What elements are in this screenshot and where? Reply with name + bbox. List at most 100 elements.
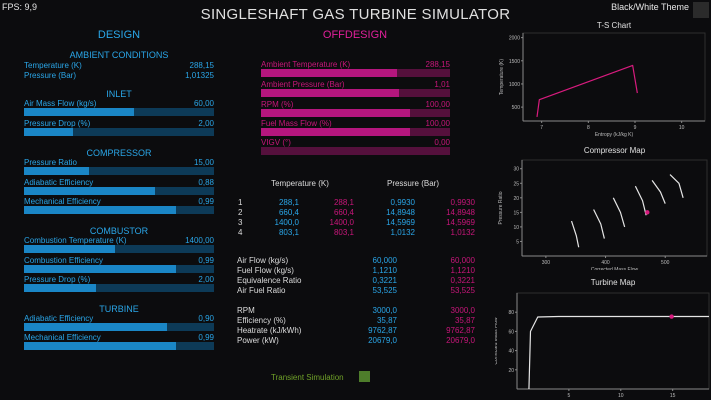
state-temperature-design: 1400,0 (274, 218, 299, 227)
compressor-mechanical-efficiency-label: Mechanical Efficiency (24, 197, 101, 206)
state-index: 1 (238, 198, 243, 207)
efficiency-label: Efficiency (%) (237, 316, 286, 325)
operating-point (645, 210, 650, 215)
series-line (570, 220, 580, 248)
state-pressure-design: 1,0132 (390, 228, 415, 237)
fuel-flow-design: 1,1210 (372, 266, 397, 275)
compressor-map-chart: Compressor Map 300 400 500 5 10 15 20 25 30 Correc… (498, 146, 708, 270)
series-line (612, 197, 626, 228)
x-tick-label: 10 (618, 393, 624, 399)
state-pressure-offdesign: 0,9930 (450, 198, 475, 207)
compressor-mechanical-efficiency-slider[interactable] (24, 206, 214, 214)
compressor-mechanical-efficiency-value: 0,99 (198, 197, 214, 206)
series-line (536, 64, 638, 118)
y-tick-label: 1500 (509, 59, 520, 65)
offdesign-ambient-pressure-slider[interactable] (261, 89, 450, 97)
efficiency-offdesign: 35,87 (454, 316, 475, 325)
y-axis-label: Pressure Ratio (498, 191, 504, 224)
offdesign-rpm-label: RPM (%) (261, 100, 294, 109)
state-pressure-design: 14,5969 (386, 218, 415, 227)
inlet-mass-flow-slider[interactable] (24, 108, 214, 116)
series-line (593, 209, 605, 239)
offdesign-vigv-value: 0,00 (434, 138, 450, 147)
y-tick-label: 20 (508, 368, 514, 374)
rpm-offdesign: 3000,0 (450, 306, 475, 315)
pressure-ratio-value: 15,00 (193, 158, 214, 167)
chart-title: T-S Chart (597, 21, 632, 30)
series-line (528, 315, 709, 390)
state-temperature-design: 288,1 (278, 198, 299, 207)
compressor-adiabatic-efficiency-label: Adiabatic Efficiency (24, 178, 94, 187)
turbine-section-title: TURBINE (99, 304, 139, 314)
y-tick-label: 1000 (509, 82, 520, 88)
theme-toggle-label: Black/White Theme (611, 2, 689, 12)
pressure-ratio-label: Pressure Ratio (24, 158, 77, 167)
equivalence-ratio-design: 0,3221 (372, 276, 397, 285)
compressor-adiabatic-efficiency-slider[interactable] (24, 187, 214, 195)
turbine-mechanical-efficiency-label: Mechanical Efficiency (24, 333, 101, 342)
offdesign-vigv-slider[interactable] (261, 147, 450, 155)
offdesign-rpm-slider[interactable] (261, 109, 450, 117)
power-label: Power (kW) (237, 336, 279, 345)
y-tick-label: 15 (513, 210, 519, 216)
y-tick-label: 2000 (509, 36, 520, 42)
plot-frame (521, 159, 708, 257)
pressure-ratio-slider[interactable] (24, 167, 214, 175)
inlet-section-title: INLET (106, 89, 132, 99)
transient-simulation-checkbox[interactable] (359, 371, 370, 382)
combustion-efficiency-value: 0,99 (198, 256, 214, 265)
offdesign-fuel-mass-flow-slider[interactable] (261, 128, 450, 136)
offdesign-ambient-temperature-value: 288,15 (425, 60, 450, 69)
state-index: 4 (238, 228, 243, 237)
turbine-adiabatic-efficiency-slider[interactable] (24, 323, 214, 331)
offdesign-fuel-mass-flow-value: 100,00 (425, 119, 450, 128)
inlet-mass-flow-label: Air Mass Flow (kg/s) (24, 99, 97, 108)
y-tick-label: 5 (516, 239, 519, 245)
x-tick-label: 300 (542, 260, 551, 266)
state-index: 2 (238, 208, 243, 217)
air-fuel-ratio-design: 53,525 (372, 286, 397, 295)
turbine-map-chart: Turbine Map5101520406080Pressure RatioCo… (495, 278, 710, 399)
offdesign-rpm-value: 100,00 (425, 100, 450, 109)
turbine-adiabatic-efficiency-value: 0,90 (198, 314, 214, 323)
inlet-pressure-drop-value: 2,00 (198, 119, 214, 128)
ambient-temperature-value: 288,15 (189, 61, 214, 70)
series-line (669, 174, 684, 198)
x-tick-label: 400 (601, 260, 610, 266)
y-tick-label: 80 (508, 310, 514, 316)
theme-toggle-checkbox[interactable] (693, 2, 709, 18)
combustion-temperature-label: Combustion Temperature (K) (24, 236, 127, 245)
turbine-adiabatic-efficiency-label: Adiabatic Efficiency (24, 314, 94, 323)
heatrate-design: 9762,87 (368, 326, 397, 335)
offdesign-ambient-temperature-slider[interactable] (261, 69, 450, 77)
fps-counter: FPS: 9,9 (2, 2, 38, 12)
state-temperature-design: 660,4 (278, 208, 299, 217)
ambient-pressure-label: Pressure (Bar) (24, 71, 77, 80)
fuel-flow-offdesign: 1,1210 (450, 266, 475, 275)
chart-title: Turbine Map (591, 278, 636, 287)
equivalence-ratio-label: Equivalence Ratio (237, 276, 302, 285)
y-tick-label: 60 (508, 329, 514, 335)
x-tick-label: 15 (670, 393, 676, 399)
transient-simulation-label: Transient Simulation (271, 373, 344, 382)
air-flow-design: 60,000 (372, 256, 397, 265)
x-tick-label: 8 (587, 125, 590, 131)
ambient-pressure-value: 1,01325 (185, 71, 214, 80)
turbine-mechanical-efficiency-slider[interactable] (24, 342, 214, 350)
state-temperature-offdesign: 1400,0 (329, 218, 354, 227)
combustion-efficiency-slider[interactable] (24, 265, 214, 273)
pressure-column-header: Pressure (Bar) (386, 179, 439, 188)
series-line (634, 185, 647, 216)
rpm-label: RPM (237, 306, 255, 315)
state-temperature-offdesign: 660,4 (333, 208, 354, 217)
fuel-flow-label: Fuel Flow (kg/s) (237, 266, 294, 275)
inlet-pressure-drop-slider[interactable] (24, 128, 214, 136)
app-title: SINGLESHAFT GAS TURBINE SIMULATOR (200, 6, 511, 23)
y-axis-label: Corrected Mass Flow (495, 317, 499, 365)
temperature-column-header: Temperature (K) (271, 179, 329, 188)
series-line (651, 180, 666, 204)
combustion-temperature-slider[interactable] (24, 245, 214, 253)
plot-frame (522, 32, 706, 122)
efficiency-design: 35,87 (376, 316, 397, 325)
combustor-pressure-drop-slider[interactable] (24, 284, 214, 292)
